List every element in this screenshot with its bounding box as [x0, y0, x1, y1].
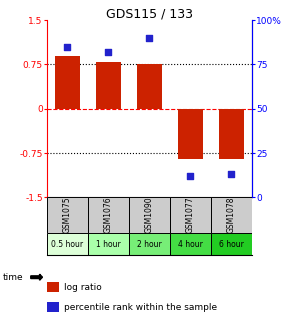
- Bar: [129, 233, 170, 255]
- Bar: [47, 197, 88, 233]
- Text: 2 hour: 2 hour: [137, 240, 162, 249]
- Bar: [211, 197, 252, 233]
- Text: time: time: [3, 273, 23, 282]
- Bar: [88, 197, 129, 233]
- Bar: [129, 197, 170, 233]
- Title: GDS115 / 133: GDS115 / 133: [106, 7, 193, 20]
- Text: GSM1075: GSM1075: [63, 197, 72, 234]
- Text: log ratio: log ratio: [64, 283, 102, 292]
- Point: [229, 172, 234, 177]
- Text: 6 hour: 6 hour: [219, 240, 244, 249]
- Bar: [219, 109, 244, 159]
- Bar: [88, 233, 129, 255]
- Text: 0.5 hour: 0.5 hour: [51, 240, 84, 249]
- Bar: [170, 197, 211, 233]
- Bar: [211, 233, 252, 255]
- Bar: [137, 65, 162, 109]
- Point: [106, 49, 111, 55]
- Point: [147, 35, 152, 41]
- Bar: [96, 61, 121, 109]
- Text: 4 hour: 4 hour: [178, 240, 203, 249]
- Text: GSM1078: GSM1078: [227, 197, 236, 233]
- Point: [188, 173, 193, 179]
- Text: GSM1076: GSM1076: [104, 197, 113, 234]
- Bar: [178, 109, 203, 159]
- Text: 1 hour: 1 hour: [96, 240, 121, 249]
- Text: GSM1077: GSM1077: [186, 197, 195, 234]
- Text: percentile rank within the sample: percentile rank within the sample: [64, 303, 218, 312]
- Bar: [55, 55, 80, 109]
- Bar: [170, 233, 211, 255]
- Bar: [47, 233, 88, 255]
- Text: GSM1090: GSM1090: [145, 197, 154, 234]
- Point: [65, 44, 70, 49]
